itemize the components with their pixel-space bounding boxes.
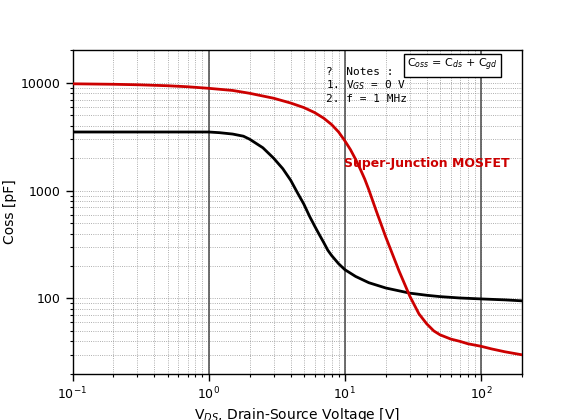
Text: Super-Junction MOSFET: Super-Junction MOSFET [344,157,510,170]
Y-axis label: Coss [pF]: Coss [pF] [3,180,17,244]
Text: ?  Notes :
1. V$_{GS}$ = 0 V
2. f = 1 MHz: ? Notes : 1. V$_{GS}$ = 0 V 2. f = 1 MHz [327,66,408,104]
Text: C$_{oss}$ = C$_{ds}$ + C$_{gd}$: C$_{oss}$ = C$_{ds}$ + C$_{gd}$ [407,57,498,73]
X-axis label: V$_{DS}$, Drain-Source Voltage [V]: V$_{DS}$, Drain-Source Voltage [V] [194,407,400,420]
